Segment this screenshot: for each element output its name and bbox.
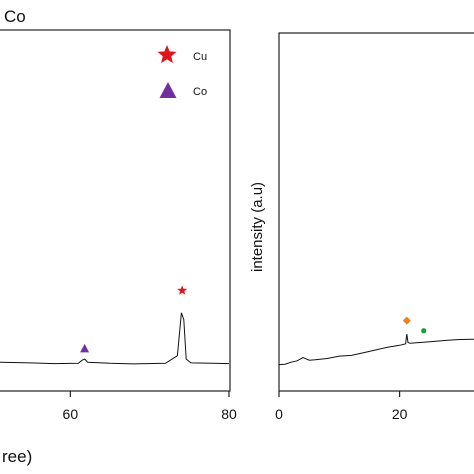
orange-diamond-marker: [402, 316, 411, 325]
left-x-tick-label: 80: [221, 406, 237, 422]
left-plot-frame: [0, 29, 231, 392]
co-triangle-marker: [80, 343, 90, 353]
left-x-axis-label: ree): [2, 447, 32, 466]
right-x-tick-label: 0: [275, 406, 283, 422]
cu-star-marker: [177, 285, 188, 295]
left-panel: Co 60 80 Cu Co ree): [0, 7, 237, 466]
right-plot-frame: [278, 32, 474, 392]
legend-item-cu: Cu: [157, 45, 207, 64]
legend-label-cu: Cu: [193, 51, 207, 63]
left-series-line: [0, 312, 230, 365]
legend: Cu Co: [157, 45, 207, 98]
legend-label-co: Co: [193, 86, 207, 98]
right-series-line: [278, 334, 474, 366]
right-peak-markers: [402, 316, 427, 334]
legend-item-co: Co: [159, 82, 207, 98]
left-x-tick-label: 60: [63, 406, 79, 422]
left-panel-title: Co: [4, 7, 26, 26]
triangle-icon: [159, 82, 177, 98]
left-peak-markers: [80, 285, 188, 353]
star-icon: [157, 45, 177, 64]
right-y-axis-label: intensity (a.u): [249, 182, 266, 272]
right-x-ticks: 0 20: [275, 391, 408, 422]
green-dot-marker: [421, 328, 427, 334]
right-panel: 0 20 intensity (a.u): [249, 32, 474, 422]
left-x-ticks: 60 80: [63, 391, 237, 422]
right-x-tick-label: 20: [392, 406, 408, 422]
